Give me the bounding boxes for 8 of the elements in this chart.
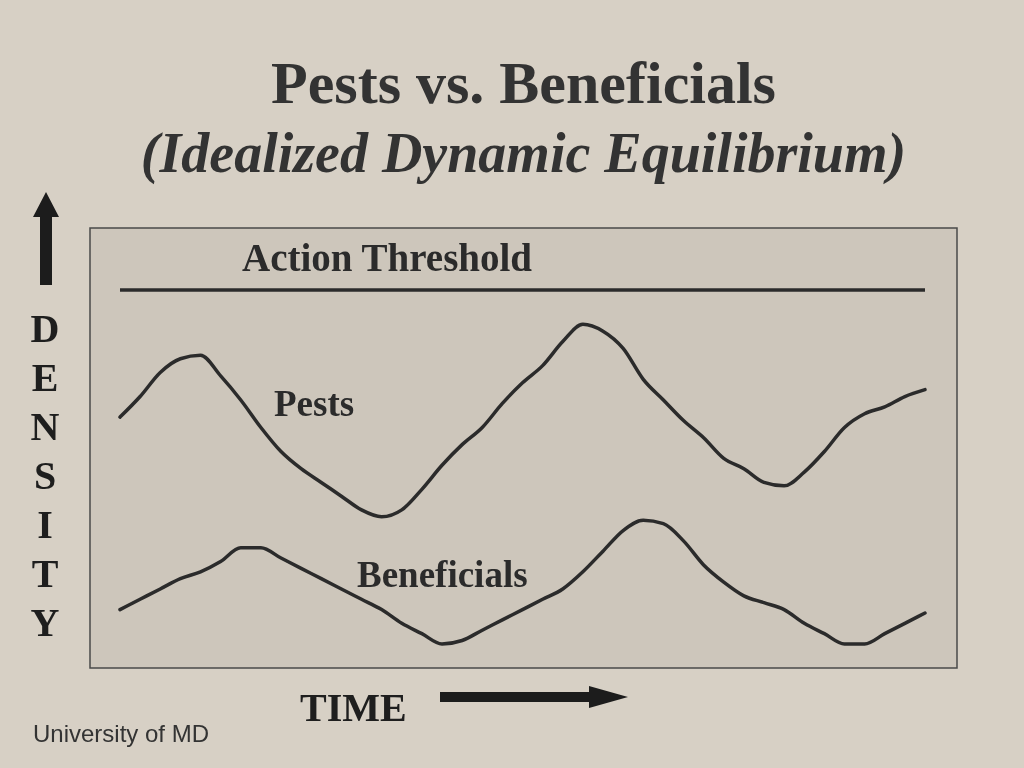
chart-title: Pests vs. Beneficials (271, 50, 776, 116)
text: University of MD (33, 720, 210, 747)
x-axis-title: TIME (300, 685, 407, 730)
y-axis-title: DENSITY (30, 306, 60, 645)
chart-subtitle: (Idealized Dynamic Equilibrium) (140, 122, 907, 185)
series-label: Beneficials (357, 554, 528, 595)
ref-line-label: Action Threshold (242, 236, 533, 279)
series-label: Pests (274, 383, 355, 424)
